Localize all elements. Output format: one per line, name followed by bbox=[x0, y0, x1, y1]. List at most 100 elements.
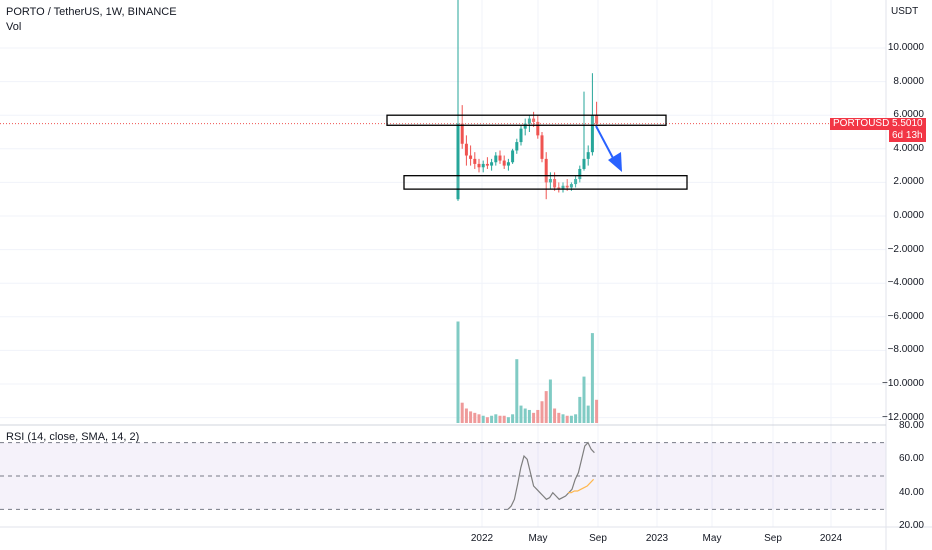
rsi-tick-label: 60.00 bbox=[898, 453, 924, 465]
rsi-tick-label: 20.00 bbox=[898, 520, 924, 531]
volume-bar bbox=[515, 359, 519, 423]
candle-body bbox=[544, 158, 548, 183]
candle-body bbox=[481, 163, 485, 168]
price-tick-label: 6.0000 bbox=[893, 109, 924, 121]
candle-body bbox=[519, 128, 523, 143]
last-price-badge: 5.5010 bbox=[889, 118, 926, 130]
candle-body bbox=[456, 123, 460, 200]
symbol-title[interactable]: PORTO / TetherUS, 1W, BINANCE bbox=[6, 6, 177, 18]
volume-label[interactable]: Vol bbox=[6, 21, 22, 33]
volume-bar bbox=[578, 396, 582, 423]
candle-body bbox=[523, 123, 527, 129]
arrow-head-icon bbox=[608, 152, 622, 172]
candle-body bbox=[586, 152, 590, 159]
volume-bar bbox=[481, 415, 485, 423]
candle-body bbox=[532, 118, 536, 122]
time-tick-label: Sep bbox=[764, 533, 782, 544]
volume-bar bbox=[595, 399, 599, 423]
candle-body bbox=[561, 185, 565, 190]
candle-body bbox=[590, 115, 594, 153]
volume-bar bbox=[582, 376, 586, 423]
volume-bar bbox=[548, 379, 552, 423]
candle-body bbox=[490, 162, 494, 166]
candle-body bbox=[498, 155, 502, 161]
time-tick-label: 2023 bbox=[645, 533, 669, 544]
arrow-icon bbox=[595, 125, 615, 161]
rsi-pane bbox=[0, 441, 886, 510]
price-tick-label: −2.0000 bbox=[887, 243, 924, 255]
rsi-tick-label: 80.00 bbox=[898, 420, 924, 431]
volume-bar bbox=[519, 405, 523, 423]
volume-bar bbox=[540, 401, 544, 423]
candle-body bbox=[464, 143, 468, 156]
price-tick-label: 2.0000 bbox=[893, 176, 924, 188]
volume-bar bbox=[557, 412, 561, 423]
candle-body bbox=[595, 115, 599, 124]
price-tick-label: −8.0000 bbox=[887, 344, 924, 356]
countdown-badge: 6d 13h bbox=[889, 130, 926, 142]
time-tick-label: 2024 bbox=[819, 533, 843, 544]
volume-bar bbox=[498, 415, 502, 423]
rsi-line bbox=[507, 441, 595, 510]
volume-bar bbox=[502, 415, 506, 423]
time-tick-label: May bbox=[702, 533, 722, 544]
volume-bar bbox=[506, 417, 510, 423]
support-zone bbox=[403, 175, 688, 190]
rsi-label[interactable]: RSI (14, close, SMA, 14, 2) bbox=[6, 431, 140, 443]
price-tick-label: 4.0000 bbox=[893, 142, 924, 154]
candle-body bbox=[506, 162, 510, 166]
volume-bar bbox=[464, 408, 468, 423]
candle-body bbox=[582, 158, 586, 169]
candle-body bbox=[477, 163, 481, 168]
candle-body bbox=[574, 179, 578, 185]
volume-bar bbox=[527, 409, 531, 423]
price-tick-label: 0.0000 bbox=[893, 210, 924, 221]
volume-bars bbox=[456, 321, 599, 423]
drawings[interactable] bbox=[386, 114, 688, 190]
volume-bar bbox=[536, 409, 540, 423]
volume-bar bbox=[494, 414, 498, 423]
candle-body bbox=[548, 179, 552, 183]
candle-body bbox=[515, 142, 519, 151]
volume-bar bbox=[569, 415, 573, 423]
candle-body bbox=[578, 168, 582, 180]
volume-bar bbox=[473, 412, 477, 423]
candle-body bbox=[557, 187, 561, 190]
candle-body bbox=[469, 155, 473, 159]
candle-body bbox=[511, 150, 515, 163]
symbol-badge: PORTOUSDT bbox=[830, 118, 899, 130]
price-tick-label: 8.0000 bbox=[893, 75, 924, 87]
currency-label: USDT bbox=[891, 6, 919, 17]
price-tick-label: −4.0000 bbox=[887, 277, 924, 289]
price-tick-label: 10.0000 bbox=[887, 42, 924, 53]
price-tick-label: −12.0000 bbox=[882, 411, 924, 423]
rsi-tick-label: 40.00 bbox=[898, 486, 924, 498]
volume-bar bbox=[553, 408, 557, 423]
volume-bar bbox=[590, 333, 594, 423]
volume-bar bbox=[469, 411, 473, 423]
time-tick-label: 2022 bbox=[470, 533, 494, 544]
candlesticks bbox=[456, 0, 599, 201]
candle-body bbox=[460, 123, 464, 144]
volume-bar bbox=[485, 417, 489, 423]
volume-bar bbox=[574, 414, 578, 423]
volume-bar bbox=[511, 414, 515, 423]
candle-body bbox=[485, 163, 489, 166]
candle-body bbox=[565, 185, 569, 188]
resistance-zone bbox=[386, 114, 667, 126]
volume-bar bbox=[460, 402, 464, 423]
volume-bar bbox=[565, 415, 569, 423]
time-tick-label: May bbox=[528, 533, 548, 544]
candle-body bbox=[502, 160, 506, 166]
candle-body bbox=[569, 184, 573, 188]
volume-bar bbox=[561, 414, 565, 423]
grid bbox=[0, 0, 886, 527]
candle-body bbox=[527, 118, 531, 124]
volume-bar bbox=[456, 321, 460, 423]
price-tick-label: −6.0000 bbox=[887, 310, 924, 322]
volume-bar bbox=[490, 415, 494, 423]
volume-bar bbox=[544, 391, 548, 423]
candle-body bbox=[494, 155, 498, 163]
price-tick-label: −10.0000 bbox=[882, 378, 924, 389]
